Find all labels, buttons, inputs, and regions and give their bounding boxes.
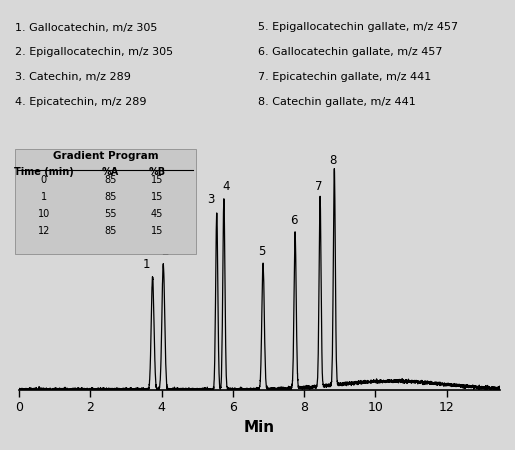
Text: 7. Epicatechin gallate, m/z 441: 7. Epicatechin gallate, m/z 441 [258,72,431,82]
Text: 4: 4 [222,180,229,193]
Text: Gradient Program: Gradient Program [53,151,159,161]
Text: 55: 55 [105,209,117,219]
Text: 2. Epigallocatechin, m/z 305: 2. Epigallocatechin, m/z 305 [15,47,174,57]
Text: 15: 15 [151,226,163,236]
Text: 0: 0 [41,175,47,185]
Text: 7: 7 [315,180,323,193]
Text: 15: 15 [151,175,163,185]
Text: 6. Gallocatechin gallate, m/z 457: 6. Gallocatechin gallate, m/z 457 [258,47,442,57]
Text: 12: 12 [38,226,50,236]
Text: 1: 1 [41,192,47,202]
Text: 1. Gallocatechin, m/z 305: 1. Gallocatechin, m/z 305 [15,22,158,32]
Text: 85: 85 [105,175,117,185]
Text: 85: 85 [105,192,117,202]
Text: 6: 6 [290,215,298,228]
Text: 8: 8 [330,154,337,167]
Text: 85: 85 [105,226,117,236]
Text: 1: 1 [143,258,150,271]
Text: 45: 45 [151,209,163,219]
Text: 15: 15 [151,192,163,202]
Text: 8. Catechin gallate, m/z 441: 8. Catechin gallate, m/z 441 [258,97,415,107]
Text: 4. Epicatechin, m/z 289: 4. Epicatechin, m/z 289 [15,97,147,107]
Text: Time (min): Time (min) [14,167,74,177]
Text: 5. Epigallocatechin gallate, m/z 457: 5. Epigallocatechin gallate, m/z 457 [258,22,458,32]
Text: 3: 3 [207,193,214,206]
Text: %B: %B [148,167,166,177]
X-axis label: Min: Min [244,420,275,435]
Text: 3. Catechin, m/z 289: 3. Catechin, m/z 289 [15,72,131,82]
Text: 5: 5 [259,245,266,258]
Text: 10: 10 [38,209,50,219]
Text: 2: 2 [161,245,169,258]
Text: %A: %A [102,167,119,177]
